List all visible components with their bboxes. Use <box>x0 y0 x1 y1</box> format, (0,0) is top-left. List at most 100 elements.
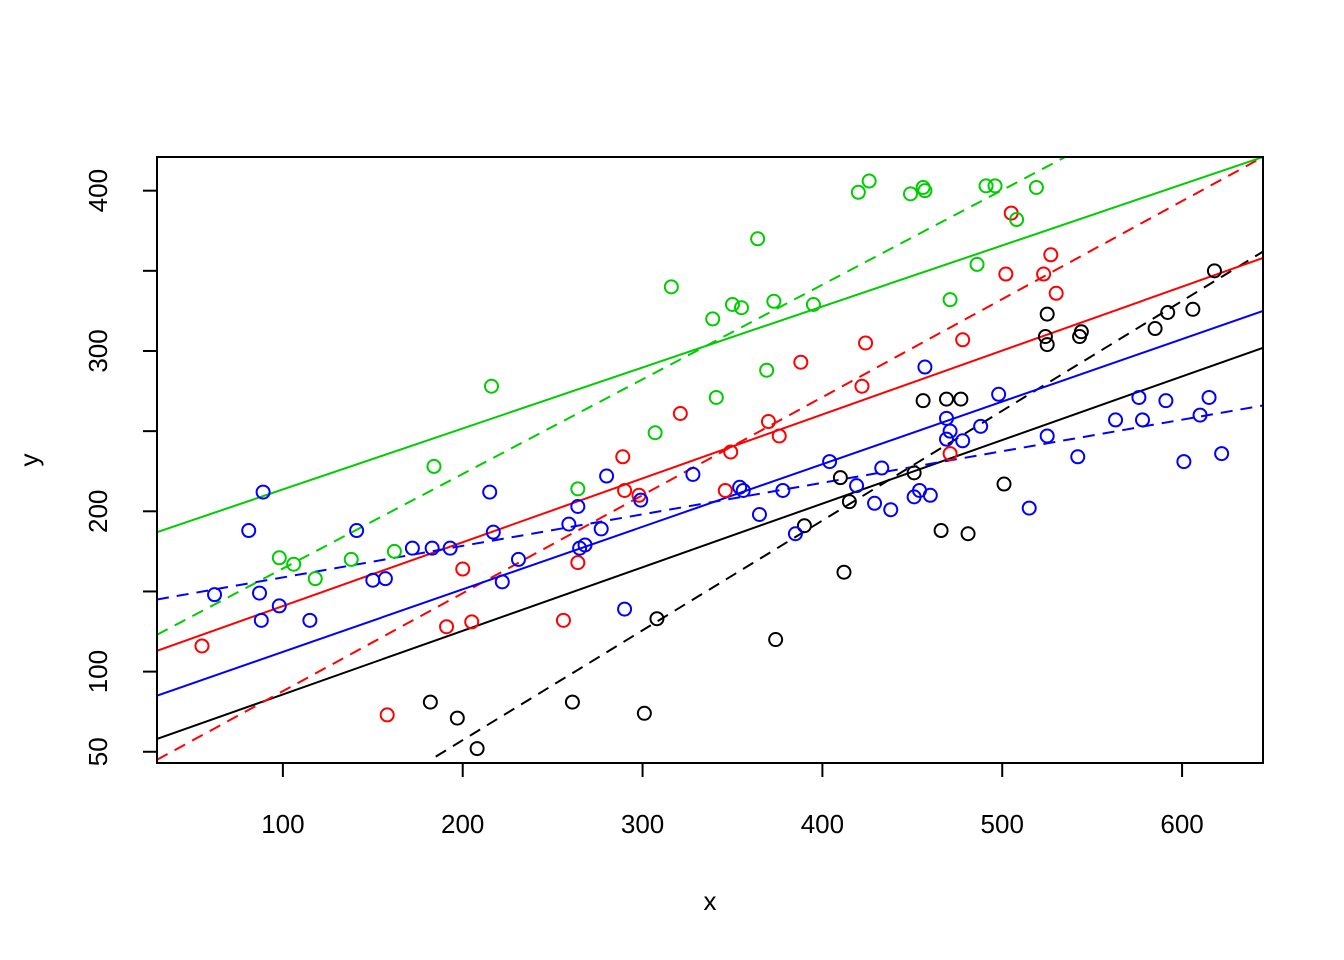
fit-lines-layer <box>157 157 1263 761</box>
series-3-point <box>593 521 609 537</box>
series-3-point <box>917 359 933 375</box>
series-3-point <box>883 502 899 518</box>
series-3-point <box>207 587 223 603</box>
x-tick-label: 400 <box>801 809 844 839</box>
series-1-point <box>854 378 870 394</box>
series-3-point <box>253 612 269 628</box>
series-0-point <box>832 470 848 486</box>
series-1-point <box>955 332 971 348</box>
series-2-point <box>766 293 782 309</box>
series-3-point <box>922 487 938 503</box>
series-1-point <box>793 354 809 370</box>
series-1-point <box>615 449 631 465</box>
series-2-point <box>647 425 663 441</box>
series-3-point <box>751 507 767 523</box>
series-2-point <box>759 362 775 378</box>
series-1-point <box>717 482 733 498</box>
series-3-point <box>1192 407 1208 423</box>
x-tick-label: 500 <box>981 809 1024 839</box>
series-3-point <box>938 431 954 447</box>
y-tick-label: 200 <box>83 490 113 533</box>
series-3-point <box>735 482 751 498</box>
series-0-point <box>768 632 784 648</box>
series-1-point <box>760 414 776 430</box>
series-0-point <box>422 694 438 710</box>
series-2-point <box>286 556 302 572</box>
series-0-point <box>1039 306 1055 322</box>
series-0-point <box>1037 329 1053 345</box>
series-3-point <box>633 492 649 508</box>
x-tick-label: 600 <box>1160 809 1203 839</box>
series-3-point <box>955 433 971 449</box>
series-0-point <box>1147 321 1163 337</box>
series-1-point <box>379 707 395 723</box>
series-0-point <box>841 494 857 510</box>
series-3-point <box>252 585 268 601</box>
series-1-fit-solid-line <box>157 257 1263 652</box>
series-3-point <box>617 601 633 617</box>
series-0-fit-dashed-line <box>435 250 1263 758</box>
series-0-point <box>915 393 931 409</box>
series-1-point <box>942 446 958 462</box>
series-2-point <box>663 279 679 295</box>
series-2-point <box>805 296 821 312</box>
x-tick-label: 100 <box>261 809 304 839</box>
series-3-point <box>404 540 420 556</box>
series-2-point <box>483 378 499 394</box>
series-0-point <box>469 741 485 757</box>
series-0-point <box>960 526 976 542</box>
series-2-point <box>724 296 740 312</box>
series-1-point <box>672 406 688 422</box>
series-3-point <box>1021 500 1037 516</box>
series-0-point <box>564 694 580 710</box>
series-1-point <box>1036 266 1052 282</box>
series-2-point <box>307 571 323 587</box>
series-3-point <box>732 479 748 495</box>
series-0-point <box>636 705 652 721</box>
series-0-point <box>906 465 922 481</box>
series-3-point <box>867 495 883 511</box>
series-1-point <box>439 619 455 635</box>
series-2-point <box>733 300 749 316</box>
y-tick-label: 100 <box>83 650 113 693</box>
series-3-point <box>1070 449 1086 465</box>
series-1-point <box>1048 285 1064 301</box>
series-2-point <box>942 292 958 308</box>
series-3-point <box>1214 446 1230 462</box>
series-3-point <box>973 418 989 434</box>
series-0-point <box>933 523 949 539</box>
series-2-point <box>750 231 766 247</box>
series-0-point <box>1206 263 1222 279</box>
series-3-point <box>570 498 586 514</box>
series-2-point <box>271 550 287 566</box>
series-2-fit-dashed-line <box>157 157 1066 636</box>
series-3-point <box>377 571 393 587</box>
y-axis-title: y <box>14 454 44 467</box>
series-2-point <box>850 184 866 200</box>
series-0-point <box>449 710 465 726</box>
series-3-point <box>1201 389 1217 405</box>
series-3-point <box>271 598 287 614</box>
series-1-point <box>858 335 874 351</box>
series-0-point <box>1073 324 1089 340</box>
series-0-point <box>1185 301 1201 317</box>
series-2-point <box>386 543 402 559</box>
series-2-point <box>917 183 933 199</box>
series-3-point <box>874 460 890 476</box>
series-2-point <box>903 186 919 202</box>
series-0-point <box>1039 337 1055 353</box>
series-3-point <box>561 516 577 532</box>
series-2-point <box>708 389 724 405</box>
x-axis: 100 200 300 400 500 600 <box>261 762 1204 839</box>
x-tick-label: 200 <box>441 809 484 839</box>
series-3-point <box>510 551 526 567</box>
y-tick-label: 400 <box>83 169 113 212</box>
y-axis: 50 100 200 300 400 <box>83 169 158 766</box>
series-1-point <box>617 482 633 498</box>
x-tick-label: 300 <box>621 809 664 839</box>
series-1-point <box>464 614 480 630</box>
series-3-point <box>942 423 958 439</box>
series-2-point <box>969 256 985 272</box>
